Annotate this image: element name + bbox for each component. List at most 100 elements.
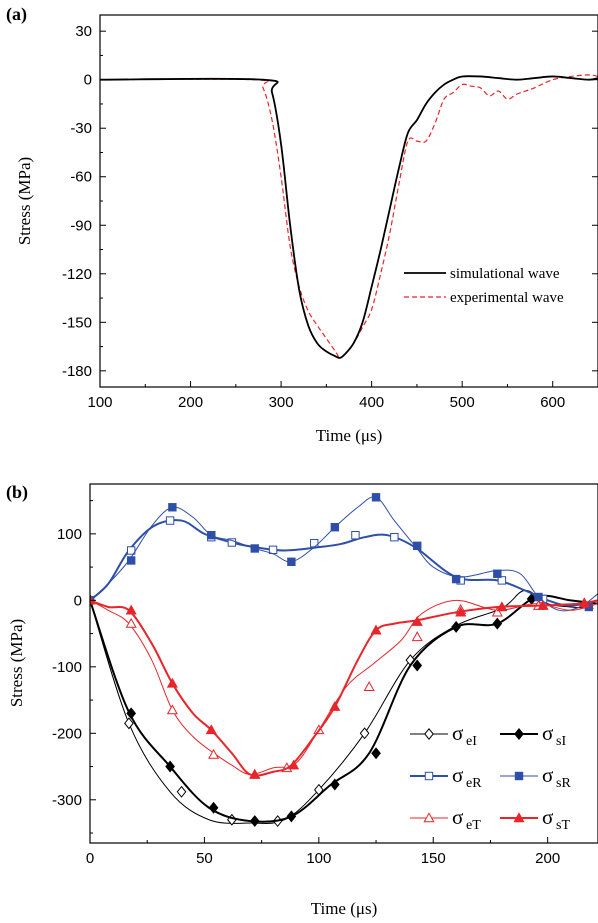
panel-a-legend-label-experimental: experimental wave (450, 290, 564, 306)
panel-b-marker-sT (537, 599, 549, 610)
panel-b-legend-marker-sR (514, 771, 524, 781)
panel-b-marker-sI (249, 815, 260, 828)
panel-b-marker-eI (176, 785, 187, 798)
panel-a: (a) 100 200 300 400 500 600300-30-60-90-120-1… (6, 4, 598, 445)
panel-b-marker-sR (287, 557, 296, 566)
panel-b: (b) 0 50 100 150 200 100 0 -100 -200 -300 Time (μ… (6, 482, 598, 918)
panel-a-ytick-label: 30 (75, 23, 92, 40)
panel-b-line-sI (90, 594, 598, 823)
panel-b-marker-sT (329, 700, 341, 711)
panel-b-plot-frame (89, 483, 598, 844)
panel-a-ytick-label: 0 (84, 72, 92, 89)
panel-b-legend-marker-eT (423, 812, 435, 823)
panel-b-marker-eT (166, 704, 178, 715)
panel-a-ytick-label: -60 (70, 169, 92, 186)
panel-b-marker-sR (250, 544, 259, 553)
panel-a-xtick-label: 400 (359, 394, 384, 411)
panel-b-legend-label-sT: σ (542, 805, 553, 829)
panel-b-marker-eR (126, 546, 136, 555)
panel-a-ytick-label: -90 (70, 217, 92, 234)
panel-b-marker-sT (578, 597, 590, 608)
panel-a-xtick-label: 200 (178, 394, 203, 411)
panel-b-marker-sT (125, 604, 137, 615)
panel-a-xtick-label: 500 (450, 394, 475, 411)
panel-b-legend-label-eT: σ (452, 805, 463, 829)
panel-b-ytick-label: -200 (52, 725, 82, 742)
panel-b-marker-sR (413, 541, 422, 551)
panel-a-xtick-label: 300 (269, 394, 294, 411)
panel-a-xtick-label: 600 (540, 394, 565, 411)
panel-b-line-sR (90, 496, 598, 612)
panel-a-series-simulational (100, 75, 598, 359)
panel-b-series-eT (90, 594, 598, 779)
panel-a-ytick-label: -30 (70, 120, 92, 137)
panel-b-legend-marker-sT (513, 812, 525, 823)
panel-b-marker-sR (451, 574, 461, 584)
panel-b-xtick-label: 150 (421, 850, 446, 867)
panel-b-marker-eT (411, 631, 423, 642)
panel-b-marker-sI (412, 659, 423, 672)
panel-b-legend-sub-sT: sT (556, 818, 570, 833)
panel-b-series-sI (90, 593, 598, 828)
panel-a-plot-frame (99, 14, 598, 388)
panel-b-marker-sR (126, 556, 136, 565)
panel-a-series-experimental (100, 74, 598, 359)
panel-b-legend-label-sR: σ (542, 763, 553, 787)
panel-a-xtick-label: 100 (87, 394, 112, 411)
panel-b-marker-eR (351, 530, 360, 540)
panel-b-ytick-label: -100 (52, 659, 82, 676)
panel-b-legend-sub-eR: eR (466, 776, 482, 791)
panel-b-legend-label-eI: σ (452, 721, 463, 745)
panel-b-marker-sR (371, 493, 381, 502)
panel-b-ytick-label: 0 (74, 592, 82, 609)
panel-b-legend-sub-sI: sI (556, 734, 566, 749)
panel-b-marker-sT (496, 601, 508, 612)
panel-b-marker-sI (286, 810, 297, 823)
panel-b-marker-sT (411, 615, 423, 626)
panel-b-marker-eR (497, 576, 507, 585)
panel-b-marker-sT (455, 606, 467, 617)
panel-b-legend: σ eI σ sIσ eR σ sRσ eT σ sT (410, 721, 571, 833)
panel-b-marker-sT (166, 677, 178, 688)
panel-b-marker-sI (451, 620, 461, 633)
panel-b-xtick-label: 200 (535, 850, 560, 867)
panel-b-line-eR (90, 519, 598, 607)
panel-b-legend-marker-sI (514, 728, 524, 740)
panel-b-marker-sI (492, 617, 503, 630)
panel-b-legend-marker-eI (424, 728, 434, 740)
panel-b-marker-sR (493, 569, 502, 578)
panel-b-marker-sR (534, 592, 543, 602)
panel-b-marker-sT (205, 724, 217, 735)
panel-b-marker-eI (359, 727, 370, 740)
panel-b-marker-eT (208, 748, 220, 759)
panel-b-xtick-label: 0 (86, 850, 94, 867)
panel-b-series-sT (90, 594, 598, 779)
panel-b-xlabel: Time (μs) (311, 899, 378, 918)
panel-b-marker-eR (268, 545, 278, 555)
panel-a-ylabel: Stress (MPa) (15, 157, 34, 245)
panel-a-xlabel: Time (μs) (316, 426, 383, 445)
panel-b-legend-marker-eR (424, 771, 434, 781)
panel-b-marker-eT (125, 617, 137, 628)
panel-b-legend-sub-sR: sR (556, 776, 571, 791)
panel-b-marker-sT (370, 624, 382, 635)
panel-b-marker-eI (124, 717, 134, 730)
panel-b-series-eR (90, 516, 598, 607)
panel-b-legend-sub-eT: eT (466, 818, 481, 833)
panel-b-marker-eR (227, 538, 237, 547)
panel-b-marker-eR (165, 516, 175, 525)
panel-b-marker-eR (310, 538, 319, 548)
panel-b-xtick-label: 100 (306, 850, 331, 867)
panel-b-marker-sI (126, 707, 137, 720)
panel-b-marker-eT (363, 681, 375, 691)
panel-b-xtick-label: 50 (196, 850, 213, 867)
panel-a-legend-label-simulational: simulational wave (450, 266, 560, 282)
panel-b-marker-eT (491, 606, 503, 617)
panel-b-line-eI (90, 589, 594, 824)
panel-b-tag: (b) (6, 482, 28, 503)
panel-a-legend: simulational wave experimental wave (404, 266, 564, 306)
panel-b-marker-sI (208, 801, 219, 814)
panel-a-tag: (a) (6, 4, 27, 25)
panel-b-line-sT (90, 599, 598, 777)
